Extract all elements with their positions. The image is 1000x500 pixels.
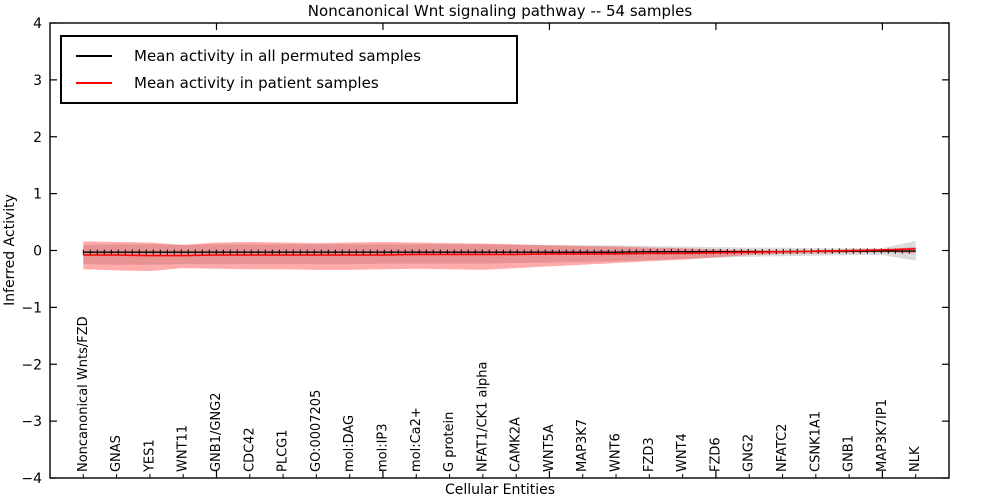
x-category-label: mol:Ca2+ <box>409 407 424 472</box>
x-category-label: WNT5A <box>542 424 557 472</box>
x-category-label: GNG2 <box>742 434 757 472</box>
patient-line-swatch <box>76 81 112 84</box>
x-category-label: G protein <box>442 412 457 472</box>
legend-row-patient: Mean activity in patient samples <box>76 69 516 96</box>
x-axis-label: Cellular Entities <box>444 482 556 498</box>
legend-row-permuted: Mean activity in all permuted samples <box>76 42 516 69</box>
x-category-label: YES1 <box>142 439 157 473</box>
x-category-label: PLCG1 <box>276 429 291 472</box>
patient-line-group <box>83 248 916 257</box>
x-category-label: NFAT1/CK1 alpha <box>475 361 490 472</box>
permuted-line-swatch <box>76 54 112 57</box>
y-tick-label: 1 <box>33 187 42 203</box>
y-tick-label: 4 <box>33 16 42 32</box>
y-tick-label: −4 <box>21 471 42 487</box>
x-category-label: FZD3 <box>642 437 657 472</box>
y-axis-label: Inferred Activity <box>2 194 18 306</box>
x-category-label: CDC42 <box>242 427 257 472</box>
x-category-label: MAP3K7IP1 <box>875 399 890 472</box>
x-category-label: CAMK2A <box>509 417 524 472</box>
y-tick-label: 2 <box>33 130 42 146</box>
x-category-label: GNB1 <box>842 435 857 472</box>
line-patient-mean <box>83 248 916 257</box>
legend: Mean activity in all permuted samples Me… <box>60 35 518 104</box>
x-category-group: Noncanonical Wnts/FZD GNAS YES1 WNT11 GNB1/G… <box>76 316 923 478</box>
x-category-label: WNT6 <box>609 433 624 472</box>
x-category-label: CSNK1A1 <box>808 411 823 472</box>
band-patient <box>83 241 916 271</box>
patient-band-group <box>83 241 916 271</box>
y-tick-label: −2 <box>21 357 42 373</box>
y-tick-label: 0 <box>33 244 42 260</box>
x-category-label: MAP3K7 <box>575 419 590 472</box>
y-tick-label: −3 <box>21 414 42 430</box>
x-category-label: Noncanonical Wnts/FZD <box>76 316 91 472</box>
y-ticks-group: 4 3 2 1 0 −1 −2 −3 −4 <box>21 16 949 487</box>
x-category-label: GNB1/GNG2 <box>209 392 224 472</box>
x-category-label: GNAS <box>109 435 124 472</box>
legend-label-patient: Mean activity in patient samples <box>134 73 379 92</box>
y-tick-label: 3 <box>33 73 42 89</box>
legend-label-permuted: Mean activity in all permuted samples <box>134 46 421 65</box>
y-tick-label: −1 <box>21 300 42 316</box>
x-category-label: WNT4 <box>675 433 690 472</box>
chart-title: Noncanonical Wnt signaling pathway -- 54… <box>307 2 693 20</box>
x-category-label: FZD6 <box>708 437 723 472</box>
x-category-label: mol:IP3 <box>375 423 390 472</box>
x-category-label: WNT11 <box>176 425 191 472</box>
x-category-label: NFATC2 <box>775 424 790 472</box>
x-category-label: GO:0007205 <box>309 390 324 472</box>
x-category-label: NLK <box>908 446 923 472</box>
x-category-label: mol:DAG <box>342 415 357 472</box>
